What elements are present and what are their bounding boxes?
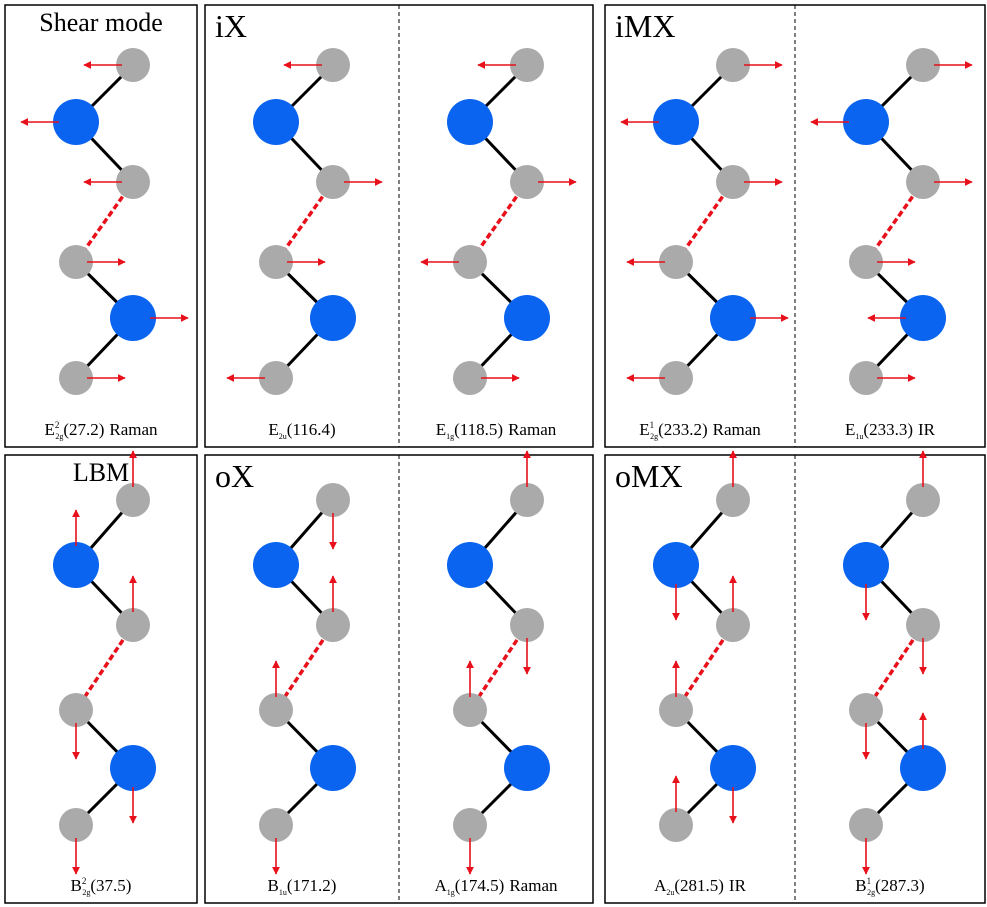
- mode-frequency: (27.2): [63, 420, 104, 439]
- mode-subscript: 2u: [666, 888, 674, 897]
- mode-label: E2u(116.4): [268, 420, 335, 441]
- mode-superscript: 1: [650, 420, 655, 430]
- mode-subscript: 1u: [279, 888, 287, 897]
- chalcogen-atom: [510, 608, 544, 642]
- chalcogen-atom: [316, 483, 350, 517]
- chalcogen-atom: [259, 808, 293, 842]
- metal-atom: [310, 745, 356, 791]
- mode-subscript: 2g: [55, 432, 63, 441]
- mode-activity: Raman: [713, 420, 762, 439]
- mode-frequency: (287.3): [875, 876, 925, 895]
- mode-label: B2 2g(37.5): [71, 876, 132, 897]
- mode-symbol: A: [434, 876, 447, 895]
- mode-symbol: B: [71, 876, 82, 895]
- metal-atom: [504, 295, 550, 341]
- chalcogen-atom: [659, 693, 693, 727]
- chalcogen-atom: [453, 808, 487, 842]
- metal-atom: [900, 295, 946, 341]
- metal-atom: [653, 99, 699, 145]
- mode-label: E1 2g(233.2) Raman: [639, 420, 761, 441]
- mode-label: E1g(118.5) Raman: [436, 420, 557, 441]
- mode-frequency: (281.5): [674, 876, 724, 895]
- mode-label: B1 2g(287.3): [855, 876, 924, 897]
- metal-atom: [653, 542, 699, 588]
- panel-title: iMX: [615, 8, 675, 44]
- chalcogen-atom: [316, 608, 350, 642]
- mode-frequency: (37.5): [90, 876, 131, 895]
- metal-atom: [253, 99, 299, 145]
- chalcogen-atom: [59, 693, 93, 727]
- mode-symbol: E: [44, 420, 54, 439]
- metal-atom: [710, 745, 756, 791]
- metal-atom: [843, 542, 889, 588]
- mode-activity: IR: [729, 876, 747, 895]
- metal-atom: [900, 745, 946, 791]
- metal-atom: [843, 99, 889, 145]
- chalcogen-atom: [510, 483, 544, 517]
- chalcogen-atom: [453, 693, 487, 727]
- mode-label: A1g(174.5)Raman: [434, 876, 558, 897]
- mode-label: E1u(233.3) IR: [845, 420, 936, 441]
- mode-activity: IR: [918, 420, 936, 439]
- mode-frequency: (174.5): [455, 876, 505, 895]
- panel-title: oMX: [615, 458, 683, 494]
- figure: Shear modeE22g(27.2)RamaniXE2u(116.4)E1g…: [0, 0, 987, 907]
- mode-frequency: (118.5): [454, 420, 503, 439]
- mode-subscript: 2g: [867, 888, 875, 897]
- metal-atom: [710, 295, 756, 341]
- metal-atom: [253, 542, 299, 588]
- mode-symbol: B: [855, 876, 866, 895]
- mode-symbol: E: [845, 420, 855, 439]
- mode-superscript: 2: [82, 876, 87, 886]
- mode-subscript: 2g: [650, 432, 658, 441]
- metal-atom: [310, 295, 356, 341]
- chalcogen-atom: [59, 808, 93, 842]
- chalcogen-atom: [716, 608, 750, 642]
- mode-label: A2u(281.5) IR: [654, 876, 747, 897]
- chalcogen-atom: [716, 483, 750, 517]
- mode-subscript: 1g: [447, 888, 455, 897]
- metal-atom: [53, 542, 99, 588]
- mode-superscript: 1: [867, 876, 872, 886]
- metal-atom: [110, 745, 156, 791]
- mode-superscript: 2: [55, 420, 60, 430]
- chalcogen-atom: [659, 808, 693, 842]
- metal-atom: [53, 99, 99, 145]
- metal-atom: [504, 745, 550, 791]
- mode-subscript: 1u: [855, 432, 863, 441]
- mode-symbol: A: [654, 876, 667, 895]
- chalcogen-atom: [116, 608, 150, 642]
- chalcogen-atom: [849, 808, 883, 842]
- panel-title: iX: [215, 8, 247, 44]
- panel-frame: [5, 455, 197, 903]
- mode-symbol: E: [436, 420, 446, 439]
- panel-title: oX: [215, 458, 254, 494]
- mode-frequency: (171.2): [287, 876, 337, 895]
- mode-symbol: E: [639, 420, 649, 439]
- mode-activity: Raman: [509, 876, 558, 895]
- metal-atom: [447, 99, 493, 145]
- mode-subscript: 1g: [446, 432, 454, 441]
- mode-activity: Raman: [508, 420, 557, 439]
- chalcogen-atom: [906, 608, 940, 642]
- mode-subscript: 2g: [82, 888, 90, 897]
- panel-title: Shear mode: [39, 8, 162, 37]
- mode-frequency: (233.2): [658, 420, 708, 439]
- mode-symbol: B: [268, 876, 279, 895]
- chalcogen-atom: [906, 483, 940, 517]
- mode-frequency: (233.3): [863, 420, 913, 439]
- mode-subscript: 2u: [279, 432, 287, 441]
- metal-atom: [110, 295, 156, 341]
- chalcogen-atom: [116, 483, 150, 517]
- chalcogen-atom: [849, 693, 883, 727]
- mode-label: E2 2g(27.2) Raman: [44, 420, 158, 441]
- mode-activity: Raman: [109, 420, 158, 439]
- panel-title: LBM: [73, 458, 129, 487]
- mode-symbol: E: [268, 420, 278, 439]
- mode-label: B1u(171.2): [268, 876, 337, 897]
- mode-frequency: (116.4): [287, 420, 336, 439]
- chalcogen-atom: [259, 693, 293, 727]
- metal-atom: [447, 542, 493, 588]
